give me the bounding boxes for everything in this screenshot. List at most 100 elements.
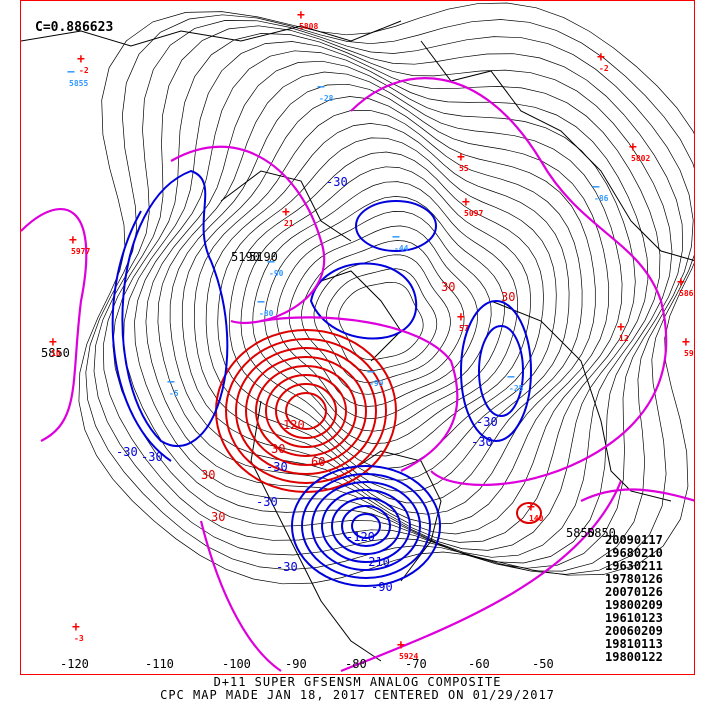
station-value-red: -2 xyxy=(79,66,89,75)
analog-date: 20070126 xyxy=(605,585,663,599)
station-value-red: 55 xyxy=(459,164,469,173)
zero-anomaly-contours xyxy=(21,77,694,673)
coastline xyxy=(420,40,694,261)
zero-anomaly-contour xyxy=(21,208,88,442)
zero-anomaly-contour xyxy=(350,77,668,487)
negative-anomaly-contour xyxy=(311,481,421,571)
station-value-red: 10 xyxy=(51,349,61,358)
negative-anomaly-label: -30 xyxy=(476,415,498,429)
negative-anomaly-contour xyxy=(309,262,418,340)
station-value-blue: -90 xyxy=(269,269,284,278)
station-minus-marker: − xyxy=(267,255,275,270)
height-contours xyxy=(78,2,694,585)
negative-anomaly-label: -30 xyxy=(326,175,348,189)
zero-anomaly-contour xyxy=(260,316,459,472)
negative-anomaly-contour xyxy=(321,489,411,563)
analog-date: 19800122 xyxy=(605,650,663,664)
station-plus-marker: + xyxy=(77,52,85,67)
longitude-label: -60 xyxy=(468,657,490,671)
negative-anomaly-label: -30 xyxy=(116,445,138,459)
negative-anomaly-label: -120 xyxy=(346,530,375,544)
height-contour xyxy=(228,151,544,469)
station-plus-marker: + xyxy=(617,320,625,335)
longitude-label: -120 xyxy=(60,657,89,671)
station-value-blue: 5855 xyxy=(69,79,88,88)
station-value-blue: -28 xyxy=(319,94,334,103)
footer-title: D+11 SUPER GFSENSM ANALOG COMPOSITE xyxy=(213,675,502,689)
height-contour xyxy=(157,71,623,535)
coastline xyxy=(21,20,402,47)
negative-anomaly-contour xyxy=(355,200,437,252)
zero-anomaly-contour xyxy=(170,145,325,324)
station-plus-marker: + xyxy=(677,275,685,290)
footer-subtitle: CPC MAP MADE JAN 18, 2017 CENTERED ON 01… xyxy=(160,688,555,702)
station-plus-marker: + xyxy=(69,233,77,248)
station-value-red: 5977 xyxy=(71,247,90,256)
height-contour-label: 5190 xyxy=(249,250,278,264)
longitude-label: -100 xyxy=(222,657,251,671)
height-contour-label: 5850 xyxy=(566,526,595,540)
station-minus-marker: − xyxy=(317,80,325,95)
analog-date: 19810113 xyxy=(605,637,663,651)
longitude-label: -50 xyxy=(532,657,554,671)
station-plus-marker: + xyxy=(457,310,465,325)
coastline xyxy=(490,300,672,502)
station-value-red: 5802 xyxy=(631,154,650,163)
station-value-blue: -99 xyxy=(369,379,384,388)
height-contour xyxy=(326,268,438,372)
station-minus-marker: − xyxy=(592,180,600,195)
station-value-blue: -25 xyxy=(509,384,524,393)
positive-anomaly-label: 30 xyxy=(201,468,215,482)
station-value-red: 5868 xyxy=(679,289,695,298)
station-plus-marker: + xyxy=(682,335,690,350)
station-value-red: 12 xyxy=(619,334,629,343)
negative-anomaly-contours xyxy=(111,169,532,587)
height-contour xyxy=(145,60,636,543)
positive-anomaly-label: 120 xyxy=(283,418,305,432)
height-contour xyxy=(264,196,505,432)
height-contour xyxy=(193,109,583,504)
height-contour xyxy=(240,166,532,457)
negative-anomaly-label: -30 xyxy=(256,495,278,509)
negative-anomaly-contour xyxy=(331,497,401,555)
negative-anomaly-label: -30 xyxy=(266,460,288,474)
positive-anomaly-label: 30 xyxy=(271,442,285,456)
station-plus-marker: + xyxy=(72,620,80,635)
station-value-red: -3 xyxy=(74,634,84,643)
longitude-label: -110 xyxy=(145,657,174,671)
station-minus-marker: − xyxy=(257,295,265,310)
station-plus-marker: + xyxy=(397,638,405,653)
height-contour xyxy=(217,137,557,481)
negative-anomaly-label: -30 xyxy=(276,560,298,574)
positive-anomaly-contour xyxy=(255,365,357,457)
positive-anomaly-contour xyxy=(275,383,337,439)
positive-anomaly-contour xyxy=(285,392,327,430)
positive-anomaly-label: 30 xyxy=(211,510,225,524)
negative-anomaly-label: -90 xyxy=(371,580,393,594)
coastlines xyxy=(21,20,694,662)
correlation-label: C=0.886623 xyxy=(35,20,114,35)
negative-anomaly-label: -210 xyxy=(361,555,390,569)
station-markers: +5808+-2+-2+5802+55+5097+21+10+12+5977+5… xyxy=(49,8,695,661)
station-minus-marker: − xyxy=(67,65,75,80)
height-contour xyxy=(252,181,519,444)
station-value-red: 5924 xyxy=(399,652,418,661)
negative-anomaly-contour xyxy=(478,325,524,417)
station-value-red: 21 xyxy=(284,219,294,228)
analog-date: 19680210 xyxy=(605,546,663,560)
positive-anomaly-label: 30 xyxy=(501,290,515,304)
station-plus-marker: + xyxy=(457,150,465,165)
height-contour xyxy=(134,50,649,551)
positive-anomaly-contour xyxy=(245,356,367,466)
station-plus-marker: + xyxy=(629,140,637,155)
station-minus-marker: − xyxy=(392,230,400,245)
height-contour xyxy=(288,225,479,407)
positive-anomaly-contour xyxy=(516,502,542,524)
coastline xyxy=(320,270,402,362)
analog-date: 20060209 xyxy=(605,624,663,638)
negative-anomaly-contour xyxy=(341,505,391,547)
analog-date: 19780126 xyxy=(605,572,663,586)
